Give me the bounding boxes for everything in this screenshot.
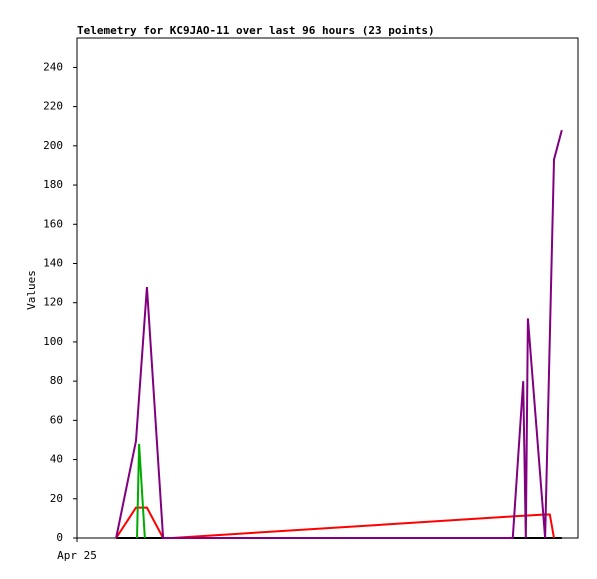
- y-tick-label: 20: [50, 492, 63, 505]
- plot-frame: [76, 37, 579, 539]
- y-tick-label: 180: [43, 178, 63, 191]
- y-tick-label: 220: [43, 100, 63, 113]
- y-tick-label: 60: [50, 413, 63, 426]
- y-tick-label: 40: [50, 453, 63, 466]
- y-tick-label: 200: [43, 139, 63, 152]
- y-tick-label: 120: [43, 296, 63, 309]
- y-tick-label: 160: [43, 217, 63, 230]
- chart-title: Telemetry for KC9JAO-11 over last 96 hou…: [77, 24, 435, 37]
- y-axis-label: Values: [25, 270, 38, 310]
- x-tick-label: Apr 25: [57, 549, 97, 562]
- y-tick-label: 80: [50, 374, 63, 387]
- y-tick-label: 100: [43, 335, 63, 348]
- y-tick-label: 240: [43, 60, 63, 73]
- series-line: [136, 443, 146, 539]
- y-tick-label: 0: [56, 531, 63, 544]
- y-tick-label: 140: [43, 256, 63, 269]
- series-line: [115, 506, 555, 539]
- series-line: [115, 129, 563, 539]
